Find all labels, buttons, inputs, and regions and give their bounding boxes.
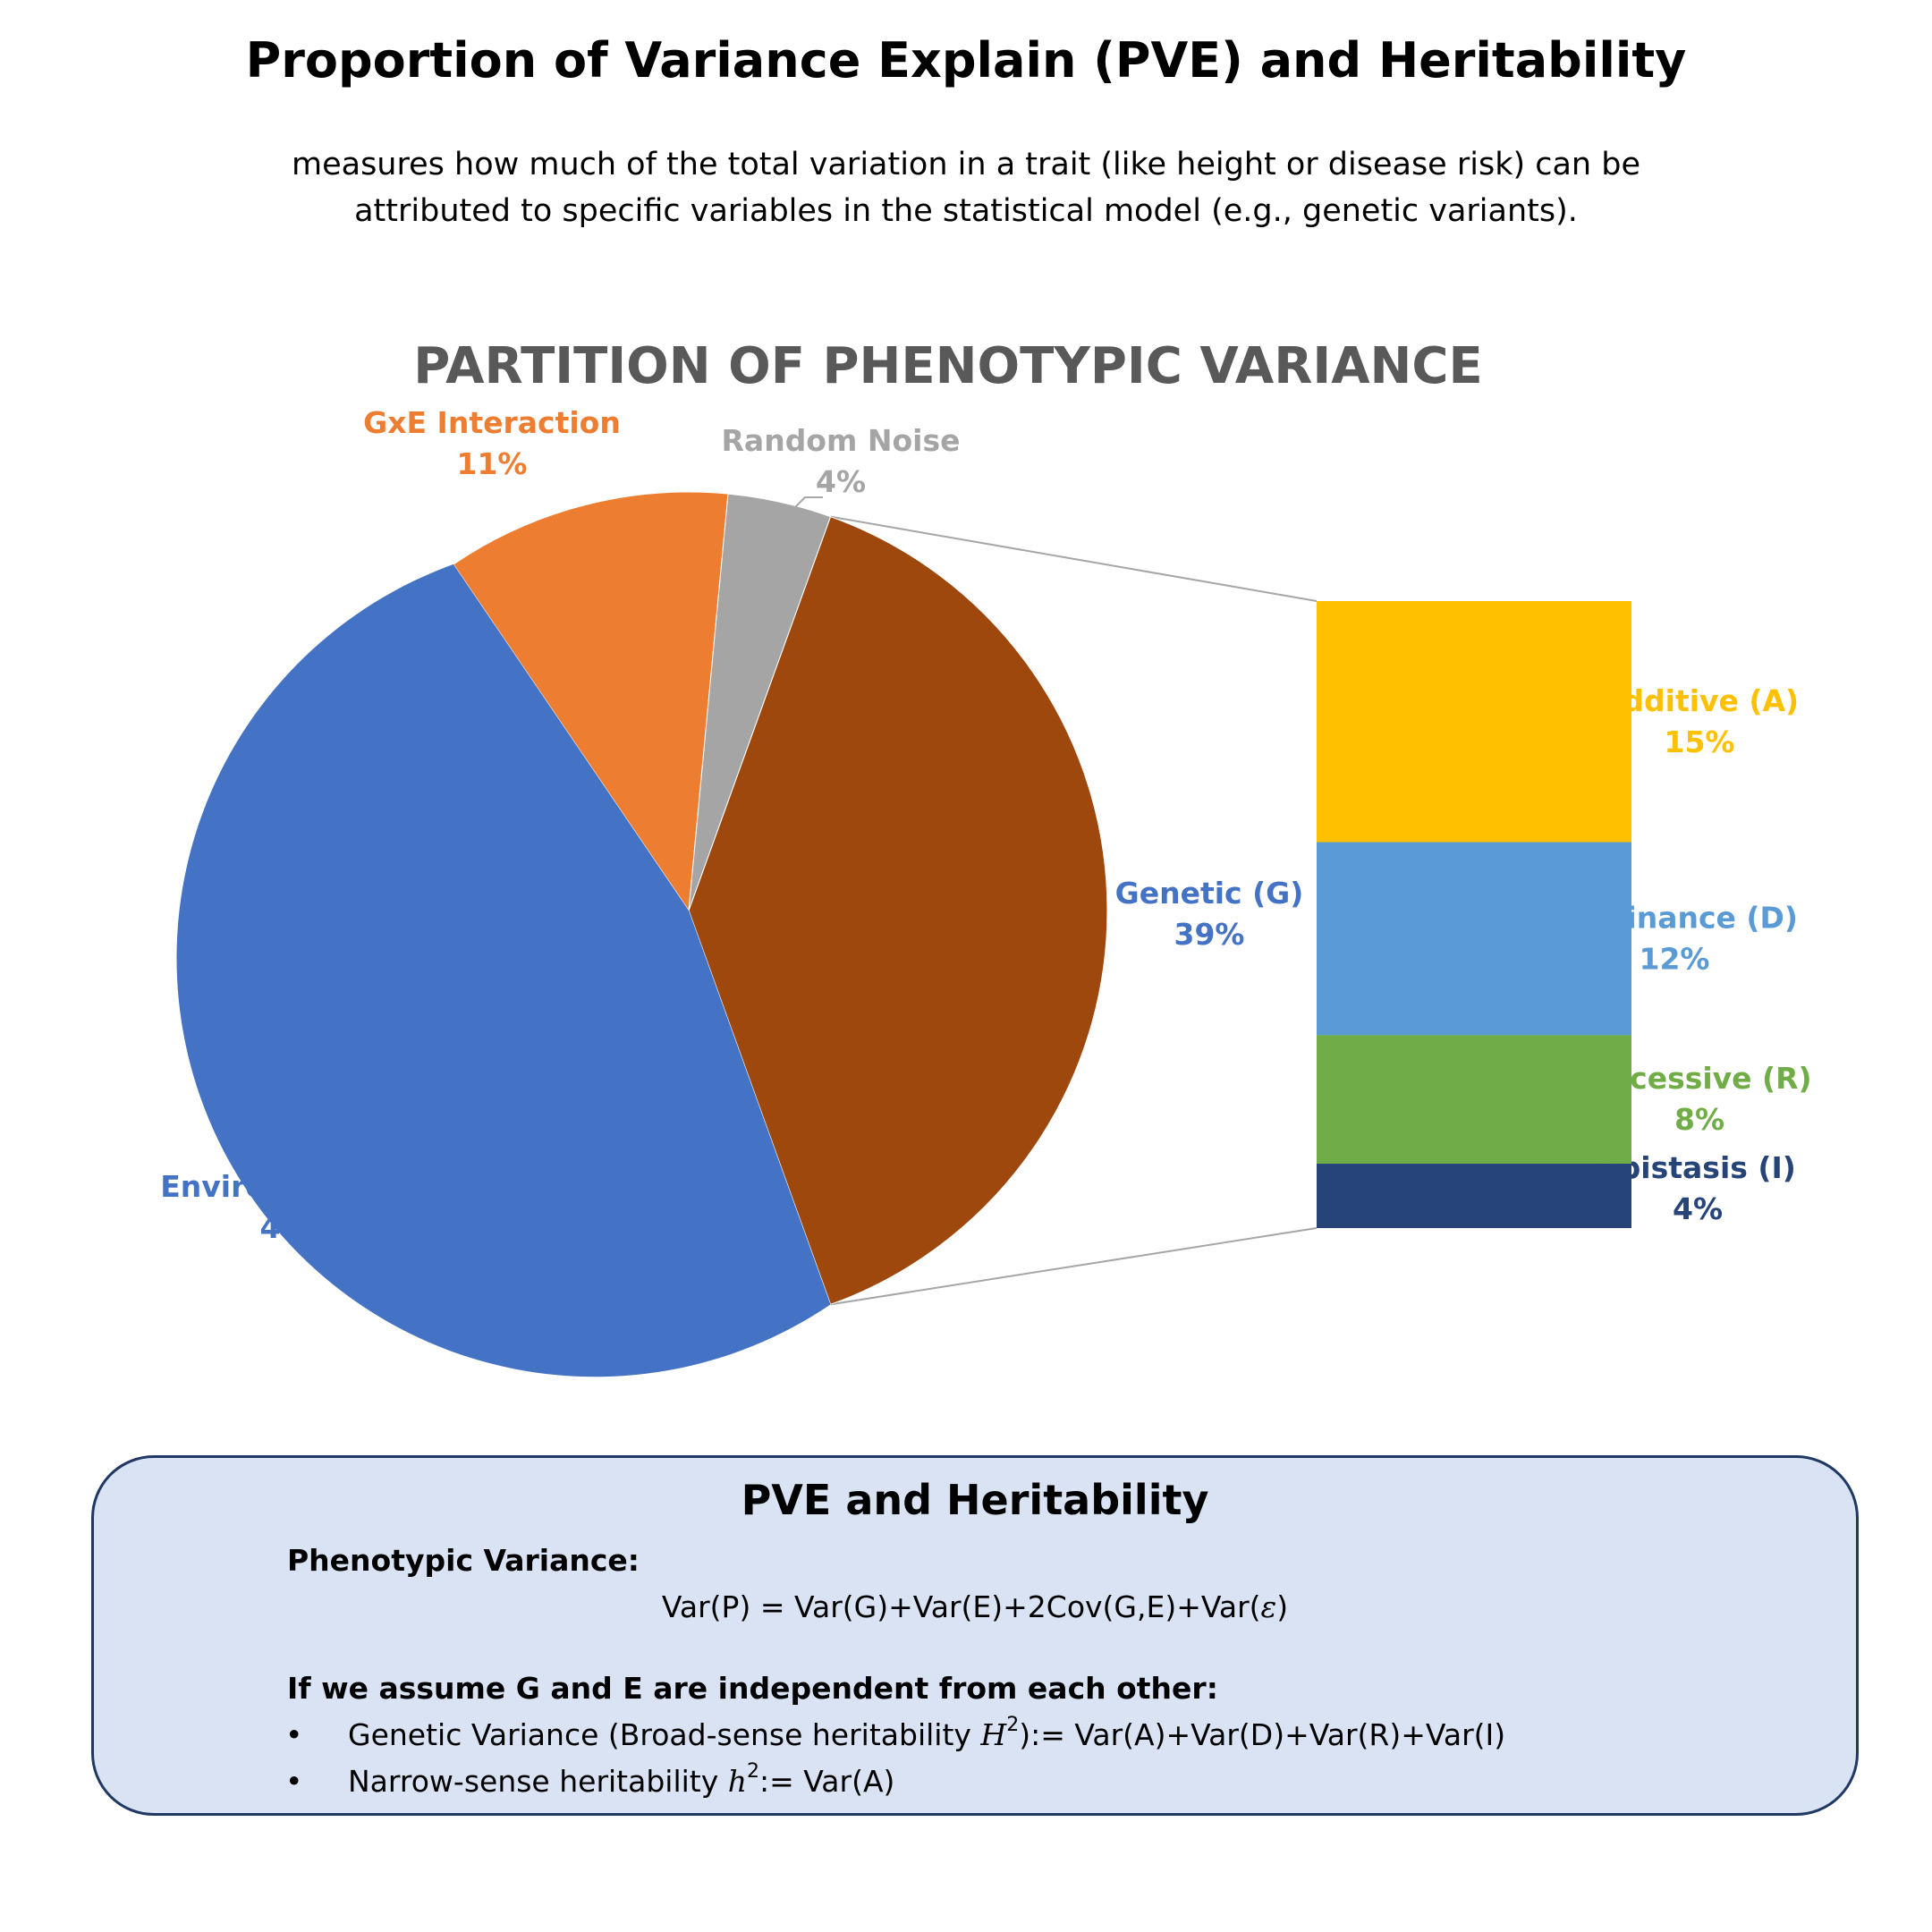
label-value: 4% [816,464,866,499]
phenotypic-variance-heading: Phenotypic Variance: [287,1543,640,1578]
label-name: Epistasis (I) [1599,1150,1796,1185]
narrow-heritability-symbol: h [727,1764,748,1799]
label-name: Genetic (G) [1115,876,1304,911]
subtitle-line-2: attributed to specific variables in the … [354,193,1578,229]
formula-close: ) [1276,1589,1289,1624]
bar-segment-overlay-additive-a [1317,601,1631,843]
bar-of-pie-chart: PARTITION OF PHENOTYPIC VARIANCE Genetic… [160,337,1812,1377]
label-name: GxE Interaction [363,405,621,440]
data-labels: Genetic (G)39%Environment (E)46%GxE Inte… [160,405,1812,1377]
bullet-dot: • [285,1764,303,1799]
label-name: Random Noise [722,423,961,458]
bar-label-additive-a: Additive (A) 15% [1600,683,1799,759]
label-value: 15% [1665,724,1735,759]
pie-label-random-noise: Random Noise 4% [722,423,961,499]
broad-heritability-symbol: H [980,1717,1007,1752]
bullet-broad-sense: • Genetic Variance (Broad-sense heritabil… [285,1714,1506,1753]
pie-label-gxe-interaction: GxE Interaction 11% [363,405,621,481]
chart-title: PARTITION OF PHENOTYPIC VARIANCE [413,337,1483,395]
label-value: 39% [1174,917,1245,952]
epsilon-symbol: ε [1260,1589,1277,1624]
label-value: 11% [457,446,528,481]
broad-heritability-exponent: 2 [1006,1714,1020,1736]
connector-lines [830,515,1318,1306]
random-noise-leader-line [792,496,823,510]
label-name: Additive (A) [1600,683,1799,718]
page-subtitle: measures how much of the total variation… [268,141,1664,234]
label-value: 12% [1640,941,1710,976]
pie-label-genetic-g: Genetic (G) 39% [1115,876,1304,952]
panel-title: PVE and Heritability [741,1476,1209,1524]
bullet-dot: • [285,1717,303,1752]
independence-heading: If we assume G and E are independent fro… [287,1671,1218,1706]
label-value: 4% [1673,1191,1723,1226]
bar-segment-overlay-dominance-d [1317,842,1631,1036]
page-title: Proportion of Variance Explain (PVE) and… [245,32,1687,89]
pve-heritability-panel: PVE and Heritability Phenotypic Variance… [91,1455,1859,1816]
pie-slice-gxe-interaction [453,491,729,912]
bullet2-text: Narrow-sense heritability [348,1764,728,1799]
label-value: 8% [1674,1102,1724,1137]
bullet1-text: Genetic Variance (Broad-sense heritabili… [348,1717,981,1752]
pie-slice-genetic-g [688,516,1108,1305]
bullet1-formula: ):= Var(A)+Var(D)+Var(R)+Var(I) [1019,1717,1506,1752]
bar-label-epistasis-i: Epistasis (I) 4% [1599,1150,1796,1226]
bullet2-formula: := Var(A) [759,1764,895,1799]
connector-top [830,515,1318,602]
bullet-narrow-sense: • Narrow-sense heritability h2:= Var(A) [285,1762,895,1800]
phenotypic-variance-formula: Var(P) = Var(G)+Var(E)+2Cov(G,E)+Var(ε) [94,1589,1856,1624]
connector-bottom [830,1227,1318,1306]
narrow-heritability-exponent: 2 [747,1760,760,1783]
formula-text: Var(P) = Var(G)+Var(E)+2Cov(G,E)+Var( [661,1589,1261,1624]
pie-slice-environment-overlay [176,564,831,1377]
bar-segment-overlay-recessive-r [1317,1035,1631,1165]
bar-segment-overlay-epistasis-i [1317,1164,1631,1228]
pie-slice-random-noise [688,493,832,911]
subtitle-line-1: measures how much of the total variation… [292,147,1640,182]
